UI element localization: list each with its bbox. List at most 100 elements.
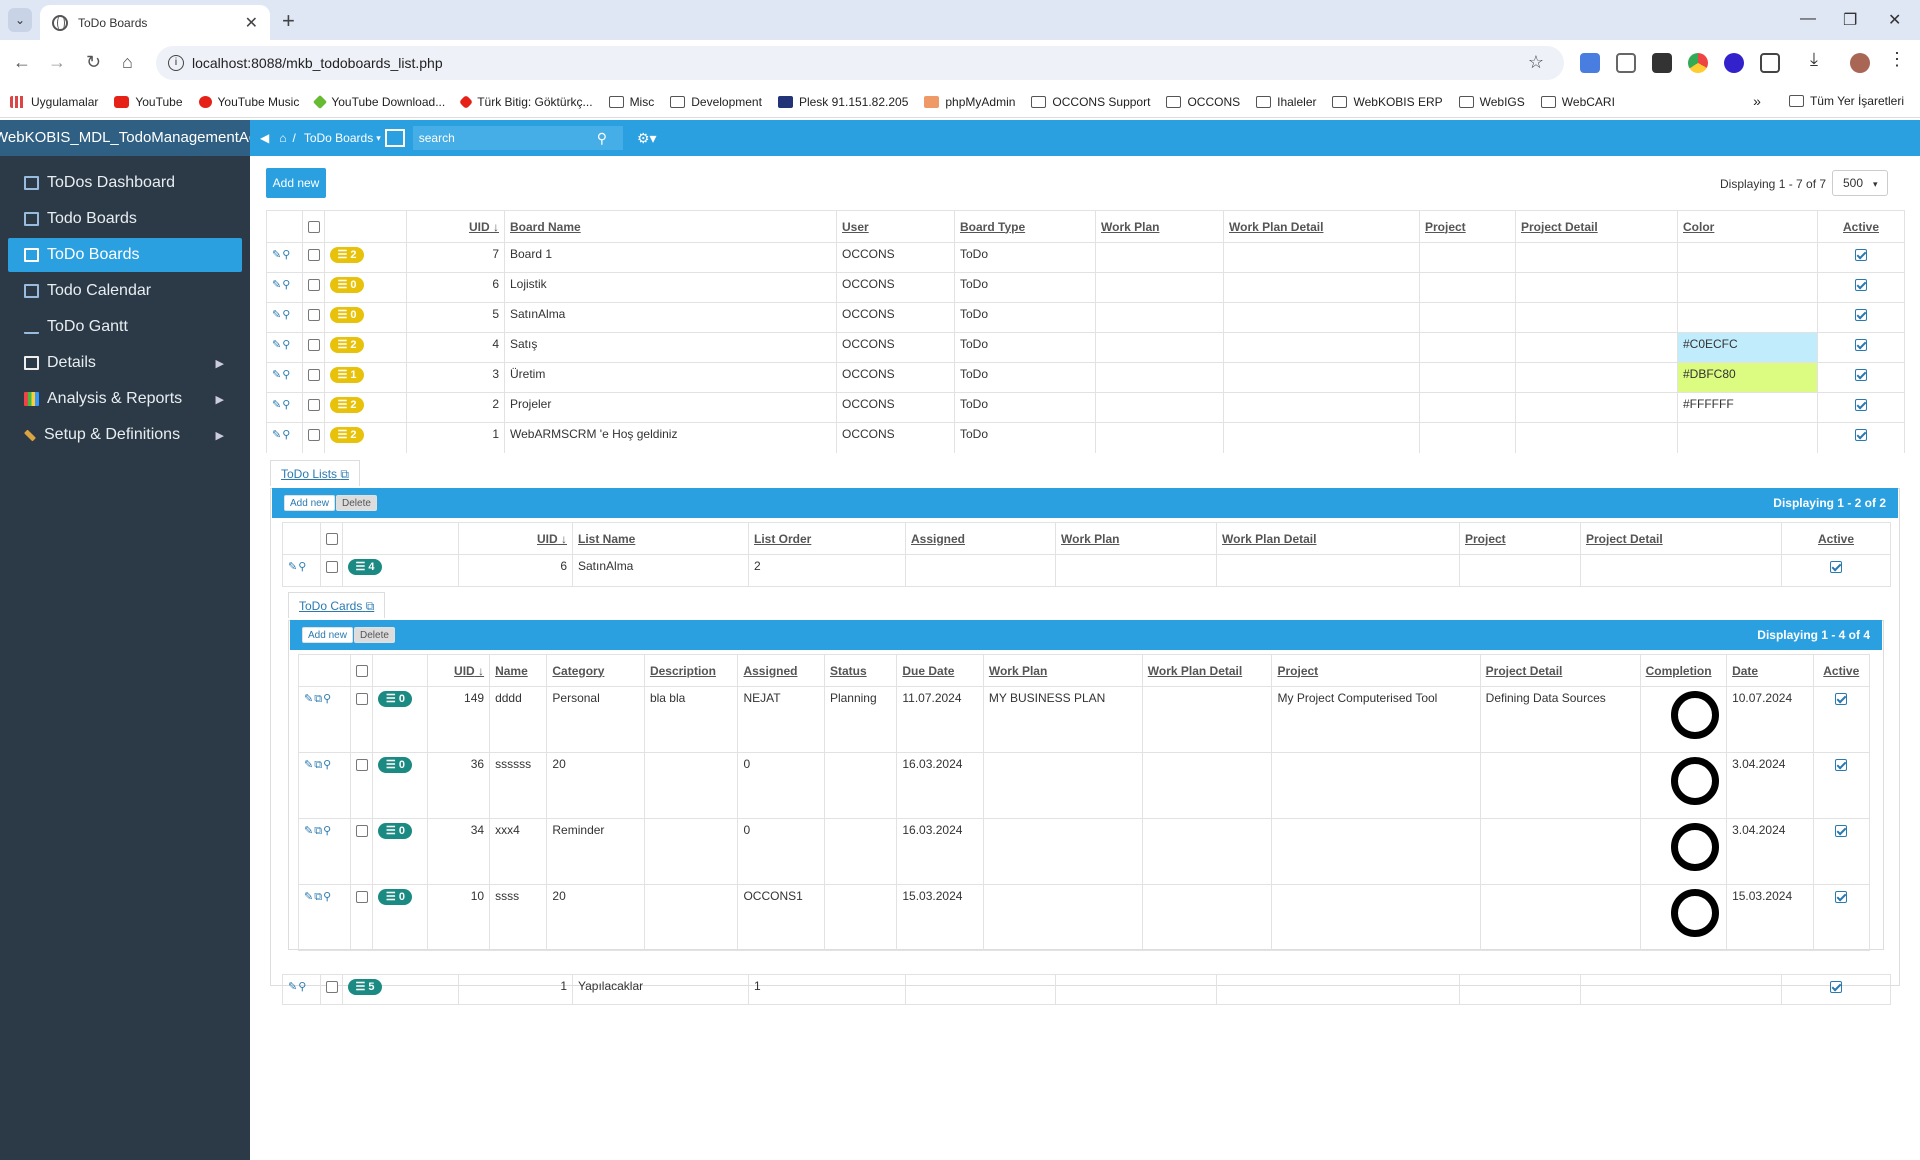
card-count-badge[interactable]: ☰ 0 <box>378 757 413 773</box>
board-count-badge[interactable]: ☰ 2 <box>330 247 364 263</box>
column-header[interactable]: Work Plan <box>1055 522 1217 555</box>
column-header[interactable]: Board Name <box>504 210 837 243</box>
bookmark-item[interactable]: YouTube Download... <box>313 94 445 109</box>
column-header[interactable]: Work Plan Detail <box>1216 522 1460 555</box>
column-header[interactable]: Status <box>823 654 898 687</box>
view-search-icon[interactable]: ⚲ <box>282 279 292 291</box>
active-checkbox[interactable] <box>1855 428 1867 441</box>
row-checkbox[interactable] <box>308 398 320 411</box>
translate-extension-icon[interactable] <box>1580 53 1600 73</box>
list-count-badge[interactable]: ☰ 4 <box>348 559 382 575</box>
edit-icon[interactable]: ✎ <box>304 891 315 903</box>
tab-todo-lists[interactable]: ToDo Lists ⧉ <box>270 460 360 486</box>
home-icon[interactable]: ⌂ <box>279 131 287 145</box>
column-header[interactable]: List Order <box>748 522 906 555</box>
sidebar-item-details[interactable]: Details ▶ <box>8 346 242 380</box>
sidebar-item-todo-boards[interactable]: Todo Boards <box>8 202 242 236</box>
row-checkbox[interactable] <box>308 278 320 291</box>
row-checkbox[interactable] <box>308 248 320 261</box>
row-checkbox[interactable] <box>308 308 320 321</box>
row-checkbox[interactable] <box>356 824 369 837</box>
bookmark-item[interactable]: WebIGS <box>1458 95 1525 109</box>
copy-icon[interactable]: ⧉ <box>314 759 324 771</box>
select-all-checkbox[interactable] <box>308 221 320 234</box>
active-checkbox[interactable] <box>1855 398 1867 411</box>
html-extension-icon[interactable] <box>1652 53 1672 73</box>
column-header[interactable]: Board Type <box>954 210 1096 243</box>
view-search-icon[interactable]: ⚲ <box>298 561 308 573</box>
column-header[interactable]: Work Plan Detail <box>1223 210 1420 243</box>
search-icon[interactable]: ⚲ <box>596 129 607 146</box>
bookmark-item[interactable]: OCCONS <box>1166 95 1240 109</box>
card-count-badge[interactable]: ☰ 0 <box>378 823 413 839</box>
active-checkbox[interactable] <box>1835 890 1848 903</box>
view-search-icon[interactable]: ⚲ <box>323 759 333 771</box>
copy-icon[interactable]: ⧉ <box>314 693 324 705</box>
sidebar-item-todo-gantt[interactable]: ToDo Gantt <box>8 310 242 344</box>
sidebar-item-todo-calendar[interactable]: Todo Calendar <box>8 274 242 308</box>
app-brand[interactable]: WebKOBIS_MDL_TodoManagementAc <box>0 120 250 156</box>
all-bookmarks[interactable]: Tüm Yer İşaretleri <box>1788 94 1904 108</box>
browser-menu-icon[interactable]: ⋮ <box>1888 49 1906 69</box>
collapse-sidebar-icon[interactable]: ◀ <box>260 131 270 145</box>
row-checkbox[interactable] <box>326 560 338 573</box>
view-search-icon[interactable]: ⚲ <box>282 369 292 381</box>
view-search-icon[interactable]: ⚲ <box>282 309 292 321</box>
bookmark-item[interactable]: OCCONS Support <box>1031 95 1150 109</box>
reload-button[interactable]: ↻ <box>86 52 102 72</box>
edit-icon[interactable]: ✎ <box>304 759 315 771</box>
list-count-badge[interactable]: ☰ 5 <box>348 979 382 995</box>
edit-icon[interactable]: ✎ <box>272 369 283 381</box>
search-input[interactable]: search <box>412 126 623 150</box>
row-checkbox[interactable] <box>356 758 369 771</box>
delete-list-button[interactable]: Delete <box>336 495 377 511</box>
active-checkbox[interactable] <box>1835 824 1848 837</box>
back-button[interactable]: ← <box>13 52 31 72</box>
edit-icon[interactable]: ✎ <box>304 825 315 837</box>
row-checkbox[interactable] <box>356 692 369 705</box>
active-checkbox[interactable] <box>1835 692 1848 705</box>
profile-avatar[interactable] <box>1850 53 1870 73</box>
bookmark-item[interactable]: phpMyAdmin <box>924 95 1015 109</box>
address-bar[interactable]: i localhost:8088/mkb_todoboards_list.php… <box>156 46 1564 80</box>
edit-icon[interactable]: ✎ <box>288 561 299 573</box>
delete-card-button[interactable]: Delete <box>354 627 395 643</box>
settings-gear-icon[interactable]: ⚙▾ <box>637 129 657 146</box>
page-size-select[interactable]: 500 ▾ <box>1832 170 1888 196</box>
column-header[interactable]: Project Detail <box>1515 210 1678 243</box>
color-extension-icon[interactable] <box>1688 53 1708 73</box>
sidebar-item-todos-dashboard[interactable]: ToDos Dashboard <box>8 166 242 200</box>
bookmarks-overflow-button[interactable]: » <box>1753 93 1761 109</box>
column-header[interactable]: UID ↓ <box>406 210 505 243</box>
edit-icon[interactable]: ✎ <box>272 249 283 261</box>
sitemap-icon[interactable] <box>384 129 405 147</box>
bookmark-item[interactable]: WebCARI <box>1540 95 1615 109</box>
column-header[interactable]: Color <box>1677 210 1818 243</box>
column-header[interactable]: Active <box>1812 654 1871 687</box>
breadcrumb-current[interactable]: ToDo Boards <box>303 131 374 145</box>
restore-button[interactable]: ❐ <box>1843 12 1858 29</box>
download-icon[interactable]: ⤓ <box>1810 49 1818 69</box>
column-header[interactable]: Project Detail <box>1479 654 1641 687</box>
sidebar-item-setup-definitions[interactable]: Setup & Definitions ▶ <box>8 418 242 452</box>
bookmark-item[interactable]: Misc <box>608 95 654 109</box>
add-list-button[interactable]: Add new <box>284 495 335 511</box>
active-checkbox[interactable] <box>1855 368 1867 381</box>
view-search-icon[interactable]: ⚲ <box>282 399 292 411</box>
copy-icon[interactable]: ⧉ <box>314 891 324 903</box>
infinity-extension-icon[interactable] <box>1724 53 1744 73</box>
board-count-badge[interactable]: ☰ 0 <box>330 307 364 323</box>
view-search-icon[interactable]: ⚲ <box>323 693 333 705</box>
edit-icon[interactable]: ✎ <box>272 399 283 411</box>
view-search-icon[interactable]: ⚲ <box>298 981 308 993</box>
edit-icon[interactable]: ✎ <box>272 279 283 291</box>
column-header[interactable]: Work Plan <box>1095 210 1224 243</box>
forward-button[interactable]: → <box>48 52 66 72</box>
row-checkbox[interactable] <box>308 428 320 441</box>
column-header[interactable]: Due Date <box>896 654 984 687</box>
bookmark-item[interactable]: Ihaleler <box>1256 95 1316 109</box>
column-header[interactable]: Work Plan Detail <box>1141 654 1273 687</box>
add-card-button[interactable]: Add new <box>302 627 353 643</box>
column-header[interactable]: Completion <box>1639 654 1728 687</box>
browser-tab[interactable]: ToDo Boards ✕ <box>40 5 270 40</box>
